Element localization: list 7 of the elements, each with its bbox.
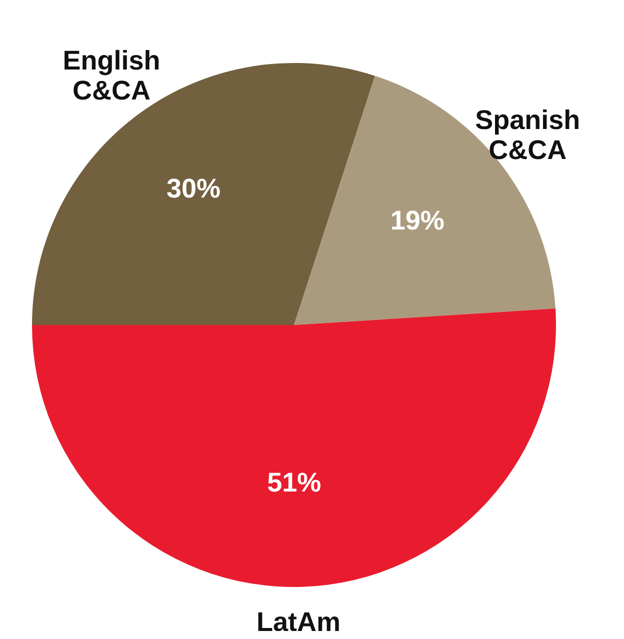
data-label: 30% <box>166 174 221 204</box>
pie-slice <box>32 308 556 587</box>
data-label: 51% <box>267 467 322 498</box>
data-label: 19% <box>390 205 444 236</box>
slice-label: LatAm <box>256 606 340 637</box>
slice-label: Spanish C&CA <box>475 104 580 165</box>
slice-label: English C&CA <box>62 46 160 106</box>
